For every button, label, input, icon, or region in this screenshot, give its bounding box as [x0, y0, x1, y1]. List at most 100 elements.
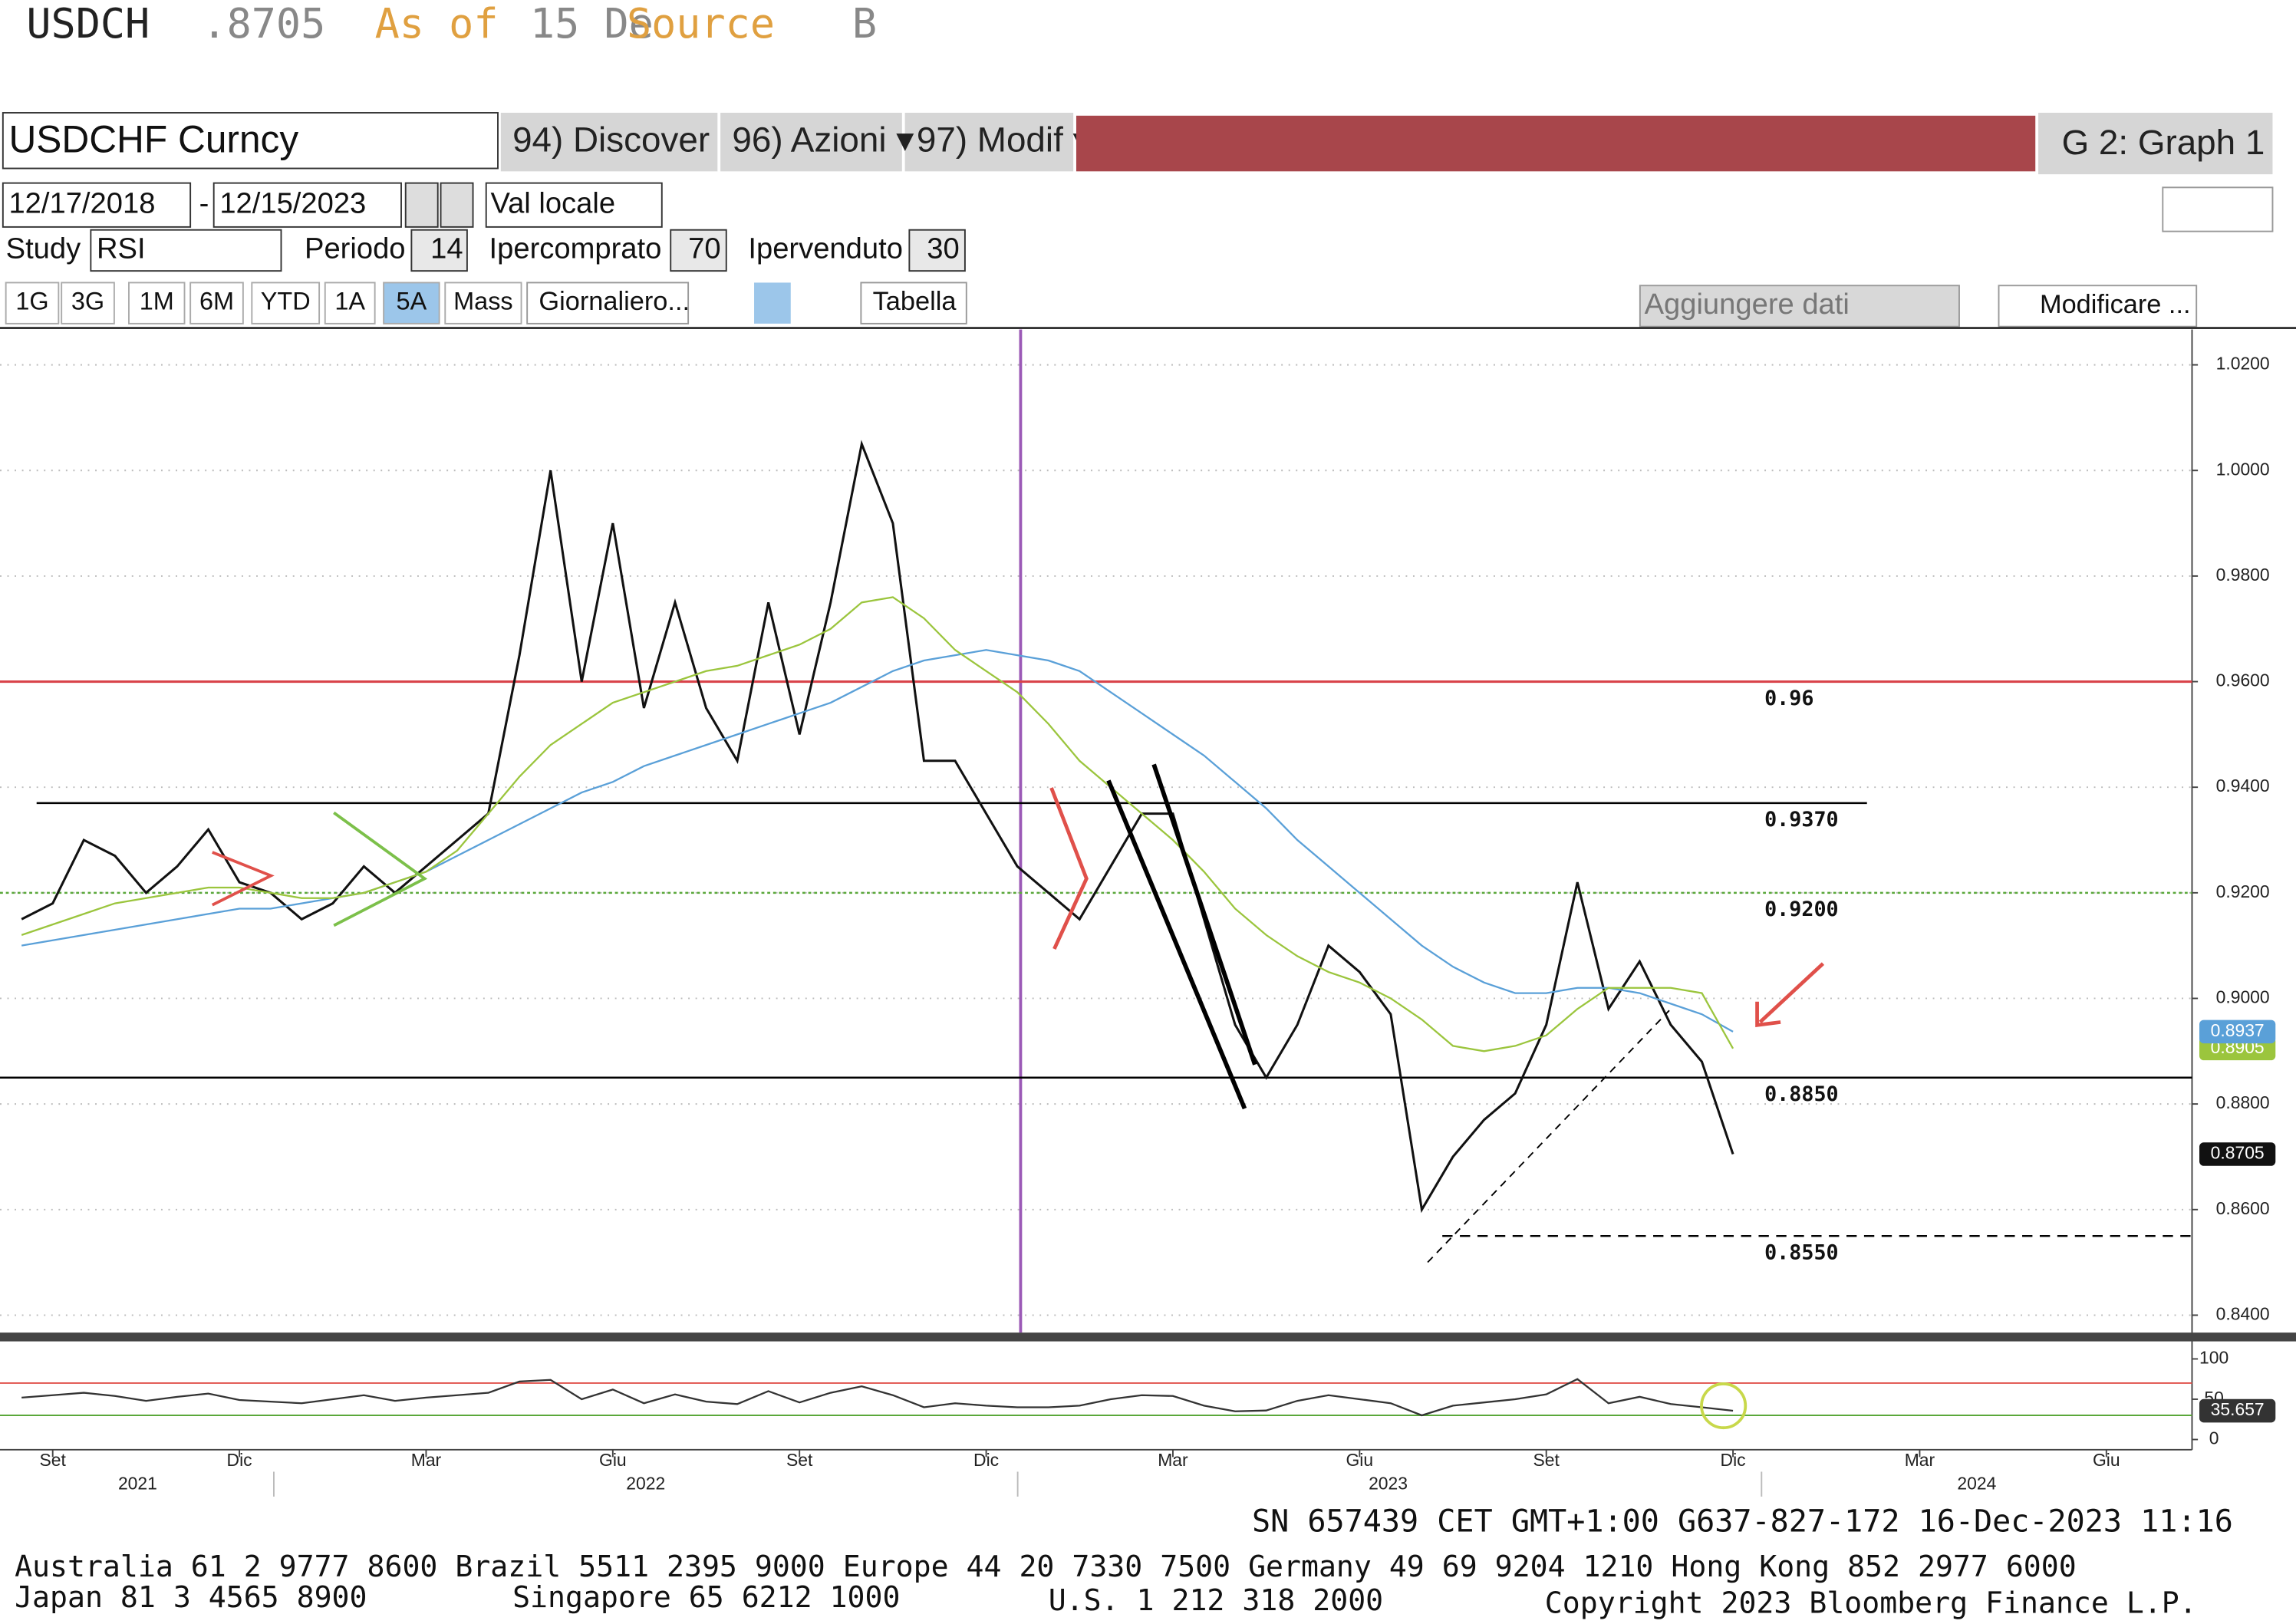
frequency-select[interactable] [526, 282, 690, 324]
x-tick-label: Dic [1721, 1450, 1746, 1470]
y-tick-label: 0.9800 [2216, 565, 2270, 585]
range-label: YTD [261, 288, 311, 315]
value-tag-label: 0.8937 [2211, 1020, 2265, 1040]
period-input[interactable] [410, 229, 468, 272]
x-tick-label: Giu [2093, 1450, 2120, 1470]
study-label: Study [6, 232, 81, 265]
menu-button[interactable] [720, 112, 902, 172]
graph-tab[interactable] [2038, 112, 2273, 175]
x-tick-label: Dic [973, 1450, 999, 1470]
y-tick-label: 0.9400 [2216, 776, 2270, 796]
refresh-box[interactable] [2162, 186, 2274, 232]
date-input[interactable] [212, 182, 402, 228]
copyright: Copyright 2023 Bloomberg Finance L.P. [1545, 1587, 2197, 1621]
x-tick-label: Giu [599, 1450, 627, 1470]
x-tick-label: Set [40, 1450, 67, 1470]
overbought-input[interactable] [670, 229, 727, 272]
range-label: 5A [397, 288, 427, 315]
annotations [211, 763, 1825, 1430]
overbought: 70 [688, 232, 720, 265]
header: USDCH .8705 As of 15 De Source B [26, 0, 877, 48]
x-tick-label: Dic [227, 1450, 252, 1470]
range-button[interactable] [128, 282, 186, 324]
range-label: Mass [453, 288, 512, 315]
range-label: 1M [140, 288, 174, 315]
range-label: 3G [71, 288, 104, 315]
arrow [1758, 962, 1825, 1024]
menu[interactable]: 96) Azioni ▾ [732, 120, 914, 159]
add-data-box[interactable] [1639, 285, 1960, 328]
pattern-mark [333, 811, 428, 927]
menu-button[interactable] [500, 112, 718, 172]
x-year-label: 2022 [626, 1474, 665, 1494]
prev-button[interactable] [404, 182, 439, 228]
modify: Modificare ... [2040, 290, 2191, 319]
security-box[interactable] [2, 112, 499, 170]
x-year-label: 2024 [1957, 1474, 1996, 1494]
contacts: Australia 61 2 9777 8600 Brazil 5511 239… [15, 1550, 2077, 1584]
contacts: Japan 81 3 4565 8900 [15, 1581, 367, 1615]
trend-line [1427, 1010, 1670, 1263]
level-label: 0.8550 [1764, 1241, 1839, 1265]
level-label: 0.9200 [1764, 898, 1839, 921]
channel-line [1151, 763, 1257, 1066]
frequency: Giornaliero... [539, 287, 690, 316]
y-tick-label: 0.9200 [2216, 881, 2270, 901]
source: Source [627, 0, 775, 48]
arrow-head [1755, 1001, 1781, 1027]
range-button[interactable] [251, 282, 321, 324]
graph-name: G 2: Graph 1 [2062, 123, 2265, 162]
x-tick-label: Mar [1158, 1450, 1188, 1470]
pattern-mark [1049, 787, 1089, 950]
series-line [21, 1378, 1734, 1417]
modify-button[interactable] [1998, 285, 2198, 328]
study: RSI [97, 232, 146, 265]
source-tail: B [852, 0, 877, 48]
value-tag [2199, 1020, 2276, 1044]
range-button[interactable] [189, 282, 244, 324]
range-button[interactable] [5, 282, 60, 324]
table-button[interactable] [860, 282, 967, 324]
y-tick-label: 0.8600 [2216, 1198, 2270, 1218]
y-tick-label: 0.8800 [2216, 1092, 2270, 1112]
y-tick-label: 0 [2209, 1428, 2219, 1448]
range-button[interactable] [383, 282, 440, 324]
series-line [21, 596, 1734, 1052]
range-buttons: 1G 3G 1M 6M YTD 1A 5A Mass [5, 282, 522, 324]
currency: Val locale [490, 186, 615, 219]
value-tag-label: 35.657 [2211, 1399, 2265, 1419]
menu[interactable]: 94) Discover [512, 120, 710, 159]
y-tick-label: 1.0000 [2216, 459, 2270, 479]
series-line [21, 649, 1734, 1033]
pattern-mark [211, 851, 275, 907]
chart-area: 0.8400 0.8600 0.8800 0.9000 0.9200 0.9400 0.96… [0, 354, 2276, 1497]
currency-select[interactable] [485, 182, 663, 228]
session-info: SN 657439 CET GMT+1:00 G637-827-172 16-D… [1252, 1504, 2233, 1539]
range-button[interactable] [324, 282, 376, 324]
menu[interactable]: 97) Modif ▾ [917, 120, 1091, 159]
security: USDCHF Curncy [8, 117, 298, 160]
y-tick-label: 0.9000 [2216, 987, 2270, 1007]
oversold-input[interactable] [908, 229, 966, 272]
x-tick-label: Mar [411, 1450, 442, 1470]
range-button[interactable] [61, 282, 115, 324]
x-tick-label: Set [1533, 1450, 1560, 1470]
date-input[interactable] [2, 182, 192, 228]
price: .8705 [202, 0, 325, 48]
period: 14 [430, 232, 463, 265]
value-tag [2199, 1142, 2276, 1166]
start-date: 12/17/2018 [8, 186, 155, 219]
study-select[interactable] [90, 229, 282, 272]
contacts: Singapore 65 6212 1000 [512, 1581, 900, 1615]
date-separator: - [199, 186, 209, 219]
oversold: 30 [927, 232, 959, 265]
title-band [1076, 115, 2036, 172]
next-button[interactable] [440, 182, 474, 228]
date: 15 De [530, 0, 654, 48]
chart-type-button[interactable] [754, 282, 791, 324]
menu-button[interactable] [904, 112, 1074, 172]
range-button[interactable] [444, 282, 522, 324]
y-tick-label: 0.9600 [2216, 670, 2270, 690]
